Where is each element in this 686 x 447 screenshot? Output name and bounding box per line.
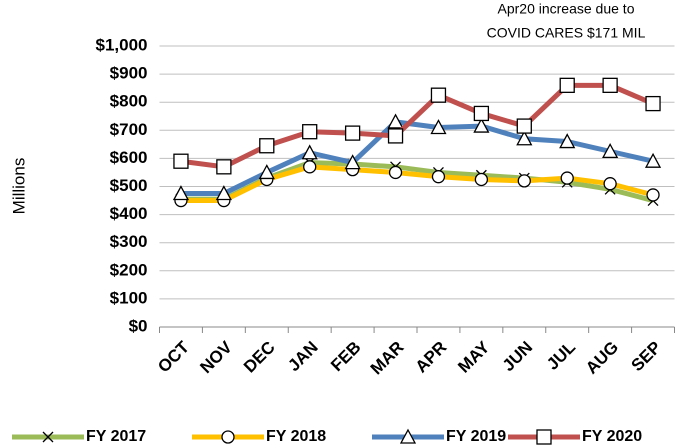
x-tick-label: JAN xyxy=(284,338,321,375)
x-tick-label: FEB xyxy=(327,338,364,375)
annotation: Apr20 increase due to xyxy=(498,1,635,17)
y-tick-label: $0 xyxy=(129,316,148,335)
marker xyxy=(516,118,532,134)
legend-label: FY 2018 xyxy=(266,428,326,445)
marker xyxy=(259,138,275,154)
marker xyxy=(474,172,489,187)
y-axis-title: Millions xyxy=(9,158,28,215)
marker xyxy=(344,154,361,170)
x-tick-label: SEP xyxy=(628,338,665,375)
y-tick-label: $200 xyxy=(110,260,148,279)
marker xyxy=(603,177,617,191)
marker xyxy=(215,185,232,201)
marker xyxy=(431,170,446,184)
marker xyxy=(221,430,235,444)
marker xyxy=(646,188,660,202)
marker xyxy=(473,117,490,133)
x-tick-label: OCT xyxy=(154,337,193,376)
y-tick-label: $800 xyxy=(110,92,148,111)
y-tick-label: $100 xyxy=(110,288,148,307)
marker xyxy=(302,124,318,140)
x-tick-label: DEC xyxy=(240,338,279,377)
marker xyxy=(430,87,447,103)
legend-label: FY 2020 xyxy=(582,428,642,445)
marker xyxy=(42,431,54,443)
y-tick-label: $1,000 xyxy=(96,35,148,54)
y-tick-label: $900 xyxy=(110,64,148,83)
marker xyxy=(388,165,403,180)
y-tick-label: $600 xyxy=(110,148,148,167)
x-tick-label: AUG xyxy=(582,338,622,378)
marker xyxy=(516,130,533,146)
marker xyxy=(303,160,317,174)
marker xyxy=(517,174,531,188)
y-tick-label: $300 xyxy=(110,232,148,251)
marker xyxy=(216,159,232,175)
marker xyxy=(602,77,618,93)
marker xyxy=(536,429,552,445)
annotation: COVID CARES $171 MIL xyxy=(487,25,646,41)
x-tick-label: MAY xyxy=(454,337,494,377)
marker xyxy=(387,113,404,129)
x-tick-label: APR xyxy=(412,338,451,377)
x-tick-label: MAR xyxy=(367,338,408,379)
y-tick-label: $500 xyxy=(110,176,148,195)
marker xyxy=(602,143,619,159)
marker xyxy=(473,105,490,122)
y-tick-label: $400 xyxy=(110,204,148,223)
y-tick-label: $700 xyxy=(110,120,148,139)
marker xyxy=(560,171,574,185)
marker xyxy=(172,185,190,201)
marker xyxy=(399,428,417,444)
line xyxy=(180,164,654,204)
marker xyxy=(559,77,575,93)
marker xyxy=(559,133,576,149)
marker xyxy=(173,153,189,169)
x-tick-label: JUL xyxy=(543,338,579,374)
marker xyxy=(387,128,404,144)
marker xyxy=(344,125,361,141)
marker xyxy=(430,119,447,135)
legend-label: FY 2019 xyxy=(446,428,506,445)
line xyxy=(180,119,654,197)
marker xyxy=(645,95,661,112)
marker xyxy=(301,144,318,160)
marker xyxy=(258,164,275,180)
x-tick-label: JUN xyxy=(499,338,536,375)
x-tick-label: NOV xyxy=(196,337,236,377)
marker xyxy=(644,152,662,168)
legend-label: FY 2017 xyxy=(86,428,146,445)
